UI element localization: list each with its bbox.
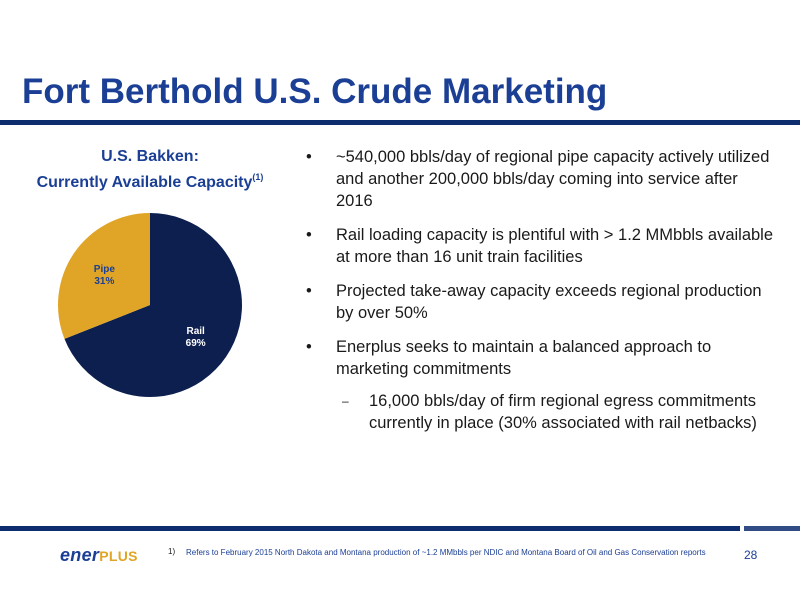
chart-title-line-2: Currently Available Capacity(1) <box>10 167 290 193</box>
bullet-list: • ~540,000 bbls/day of regional pipe capa… <box>306 146 776 446</box>
bullet-text: Enerplus seeks to maintain a balanced ap… <box>336 338 712 378</box>
footer-divider <box>0 526 740 531</box>
logo-text-ener: ener <box>60 545 100 565</box>
bullet-text: ~540,000 bbls/day of regional pipe capac… <box>336 148 770 210</box>
sub-bullet-list: – 16,000 bbls/day of firm regional egress… <box>336 390 776 434</box>
sub-bullet-text: 16,000 bbls/day of firm regional egress … <box>369 392 757 432</box>
pie-label-rail-value: 69% <box>186 338 206 349</box>
bullet-item: • Rail loading capacity is plentiful with… <box>306 224 776 268</box>
pie-slice-pipe <box>57 213 150 339</box>
chart-title: U.S. Bakken: Currently Available Capacit… <box>10 146 290 193</box>
footer-divider-end <box>744 526 800 531</box>
bullet-marker: • <box>306 338 312 356</box>
pie-label-rail-name: Rail <box>186 326 205 337</box>
chart-title-text: Currently Available Capacity <box>36 174 253 191</box>
bullet-item: • Projected take-away capacity exceeds re… <box>306 280 776 324</box>
header-divider <box>0 120 800 125</box>
enerplus-logo: enerPLUS <box>60 545 138 566</box>
bullet-text: Projected take-away capacity exceeds reg… <box>336 282 762 322</box>
footnote-text: Refers to February 2015 North Dakota and… <box>186 548 706 557</box>
chart-title-footnote-ref: (1) <box>252 172 264 182</box>
page-title: Fort Berthold U.S. Crude Marketing <box>22 72 608 111</box>
sub-bullet-marker: – <box>342 394 349 408</box>
bullet-marker: • <box>306 148 312 166</box>
sub-bullet-item: – 16,000 bbls/day of firm regional egress… <box>336 390 776 434</box>
bullet-marker: • <box>306 282 312 300</box>
pie-label-pipe-name: Pipe <box>94 264 116 275</box>
chart-title-line-1: U.S. Bakken: <box>101 148 199 165</box>
bullet-marker: • <box>306 226 312 244</box>
logo-text-plus: PLUS <box>99 548 138 564</box>
pie-slice-rail <box>64 213 242 397</box>
pie-label-pipe-value: 31% <box>94 276 114 287</box>
bullet-item: • Enerplus seeks to maintain a balanced a… <box>306 336 776 434</box>
page-number: 28 <box>744 548 758 562</box>
bullet-item: • ~540,000 bbls/day of regional pipe capa… <box>306 146 776 212</box>
footnote-number: 1) <box>168 547 176 556</box>
bullet-text: Rail loading capacity is plentiful with … <box>336 226 774 266</box>
